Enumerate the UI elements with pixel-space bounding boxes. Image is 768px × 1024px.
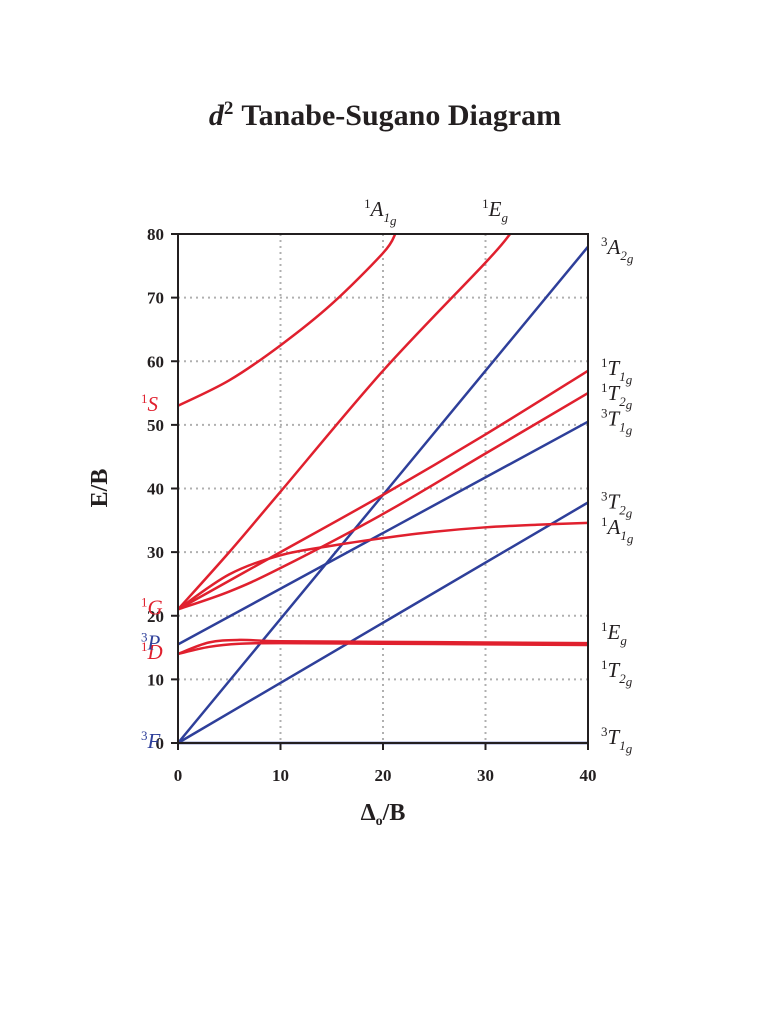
x-tick-label: 10 bbox=[272, 766, 289, 785]
term-label-s1T1g: 1T1g bbox=[601, 355, 633, 387]
term-label-s3T1g_P: 3T1g bbox=[601, 406, 633, 438]
free-ion-term-3P: 3P bbox=[141, 629, 161, 654]
y-tick-label: 0 bbox=[156, 734, 165, 753]
y-tick-label: 50 bbox=[147, 416, 164, 435]
series-line-s1T2g bbox=[177, 391, 589, 611]
grid-lines bbox=[178, 234, 588, 743]
y-axis-label: E/B bbox=[87, 469, 113, 508]
series-line-s1A1g_G bbox=[177, 521, 589, 611]
y-tick-label: 20 bbox=[147, 607, 164, 626]
series-line-s1A1g_S bbox=[177, 233, 397, 407]
term-label-s1A1g_S: 1A1g bbox=[364, 196, 397, 228]
term-label-s1T2g_D: 1T2g bbox=[601, 657, 633, 689]
free-ion-term-3F: 3F bbox=[141, 728, 161, 753]
term-label-s3T1g_F: 3T1g bbox=[601, 724, 633, 756]
term-label-s3A2g: 3A2g bbox=[601, 234, 634, 266]
term-label-s1Eg_top: 1Eg bbox=[482, 196, 508, 225]
y-tick-label: 30 bbox=[147, 543, 164, 562]
chart-title: d2 Tanabe-Sugano Diagram bbox=[209, 98, 561, 132]
x-tick-label: 20 bbox=[375, 766, 392, 785]
free-ion-term-1S: 1S bbox=[141, 391, 159, 416]
y-tick-label: 60 bbox=[147, 352, 164, 371]
term-label-s1T2g: 1T2g bbox=[601, 380, 633, 412]
y-tick-label: 80 bbox=[147, 225, 164, 244]
y-tick-label: 10 bbox=[147, 670, 164, 689]
x-tick-label: 30 bbox=[477, 766, 494, 785]
series-line-s1Eg_top bbox=[177, 233, 512, 611]
x-axis-label: Δo/B bbox=[361, 800, 406, 829]
term-label-s1Eg_D: 1Eg bbox=[601, 619, 627, 648]
term-label-s3T2g: 3T2g bbox=[601, 488, 633, 520]
term-label-s1A1g_G: 1A1g bbox=[601, 514, 634, 546]
y-tick-label: 40 bbox=[147, 480, 164, 499]
series-line-s1T1g bbox=[177, 369, 589, 611]
axis-ticks: 0 10 20 30 40 50 60 70 80 0 10 20 30 40 bbox=[147, 225, 597, 785]
free-ion-term-1D: 1D bbox=[141, 639, 163, 664]
y-tick-label: 70 bbox=[147, 289, 164, 308]
free-ion-term-1G: 1G bbox=[141, 594, 163, 619]
x-tick-label: 40 bbox=[580, 766, 597, 785]
x-tick-label: 0 bbox=[174, 766, 183, 785]
series-line-s1T2g_D bbox=[177, 641, 589, 656]
series-line-s1Eg_D bbox=[177, 638, 589, 656]
term-labels: 3F1D3P1G1S3A2g1T1g1T2g3T1g3T2g1A1g1Eg1T2… bbox=[141, 196, 634, 756]
series-line-s3T1g_P bbox=[177, 420, 589, 646]
